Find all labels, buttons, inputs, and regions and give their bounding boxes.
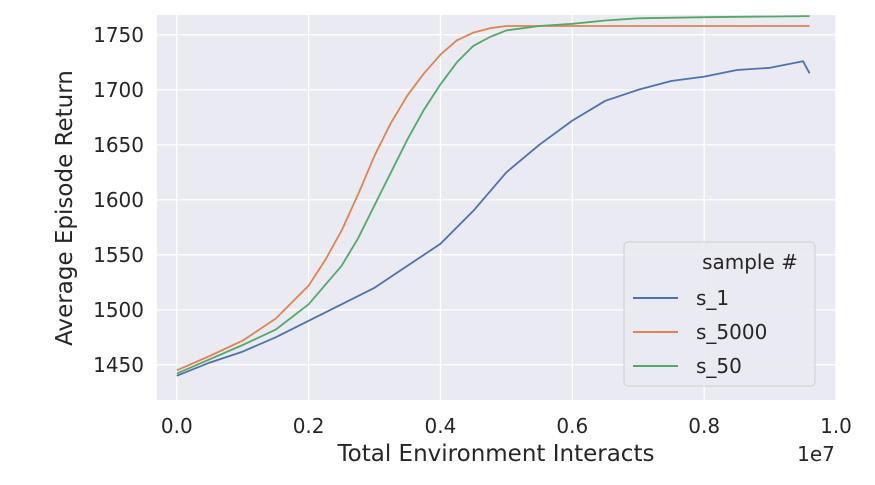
x-tick-label: 0.8 <box>688 414 720 438</box>
y-axis-label: Average Episode Return <box>52 70 78 346</box>
x-tick-label: 0.6 <box>556 414 588 438</box>
x-axis-label: Total Environment Interacts <box>337 441 655 467</box>
x-tick-label: 0.4 <box>425 414 457 438</box>
legend-box <box>623 241 816 387</box>
y-tick-label: 1700 <box>93 78 144 102</box>
legend-label: s_1 <box>696 286 729 310</box>
legend-items: s_1 s_5000 s_50 <box>633 286 767 378</box>
series-line-s-1 <box>176 60 811 377</box>
x-tick-label: 0.0 <box>161 414 193 438</box>
y-tick-label: 1550 <box>93 243 144 267</box>
y-tick-label: 1650 <box>93 133 144 157</box>
legend-label: s_50 <box>696 354 742 378</box>
x-tick-label: 1.0 <box>820 414 852 438</box>
y-tick-label: 1450 <box>93 353 144 377</box>
y-tick-label: 1500 <box>93 298 144 322</box>
x-offset-label: 1e7 <box>797 442 835 466</box>
x-tick-labels: 0.0 0.2 0.4 0.6 0.8 1.0 <box>161 414 852 438</box>
series-lines <box>176 15 811 377</box>
y-tick-label: 1750 <box>93 23 144 47</box>
legend-label: s_5000 <box>696 320 767 344</box>
y-tick-label: 1600 <box>93 188 144 212</box>
legend-title: sample # <box>702 250 798 274</box>
series-line-s-50 <box>176 15 810 375</box>
legend: sample # s_1 s_5000 s_50 <box>623 241 816 387</box>
x-tick-label: 0.2 <box>293 414 325 438</box>
y-tick-labels: 1450 1500 1550 1600 1650 1700 1750 <box>93 23 144 377</box>
